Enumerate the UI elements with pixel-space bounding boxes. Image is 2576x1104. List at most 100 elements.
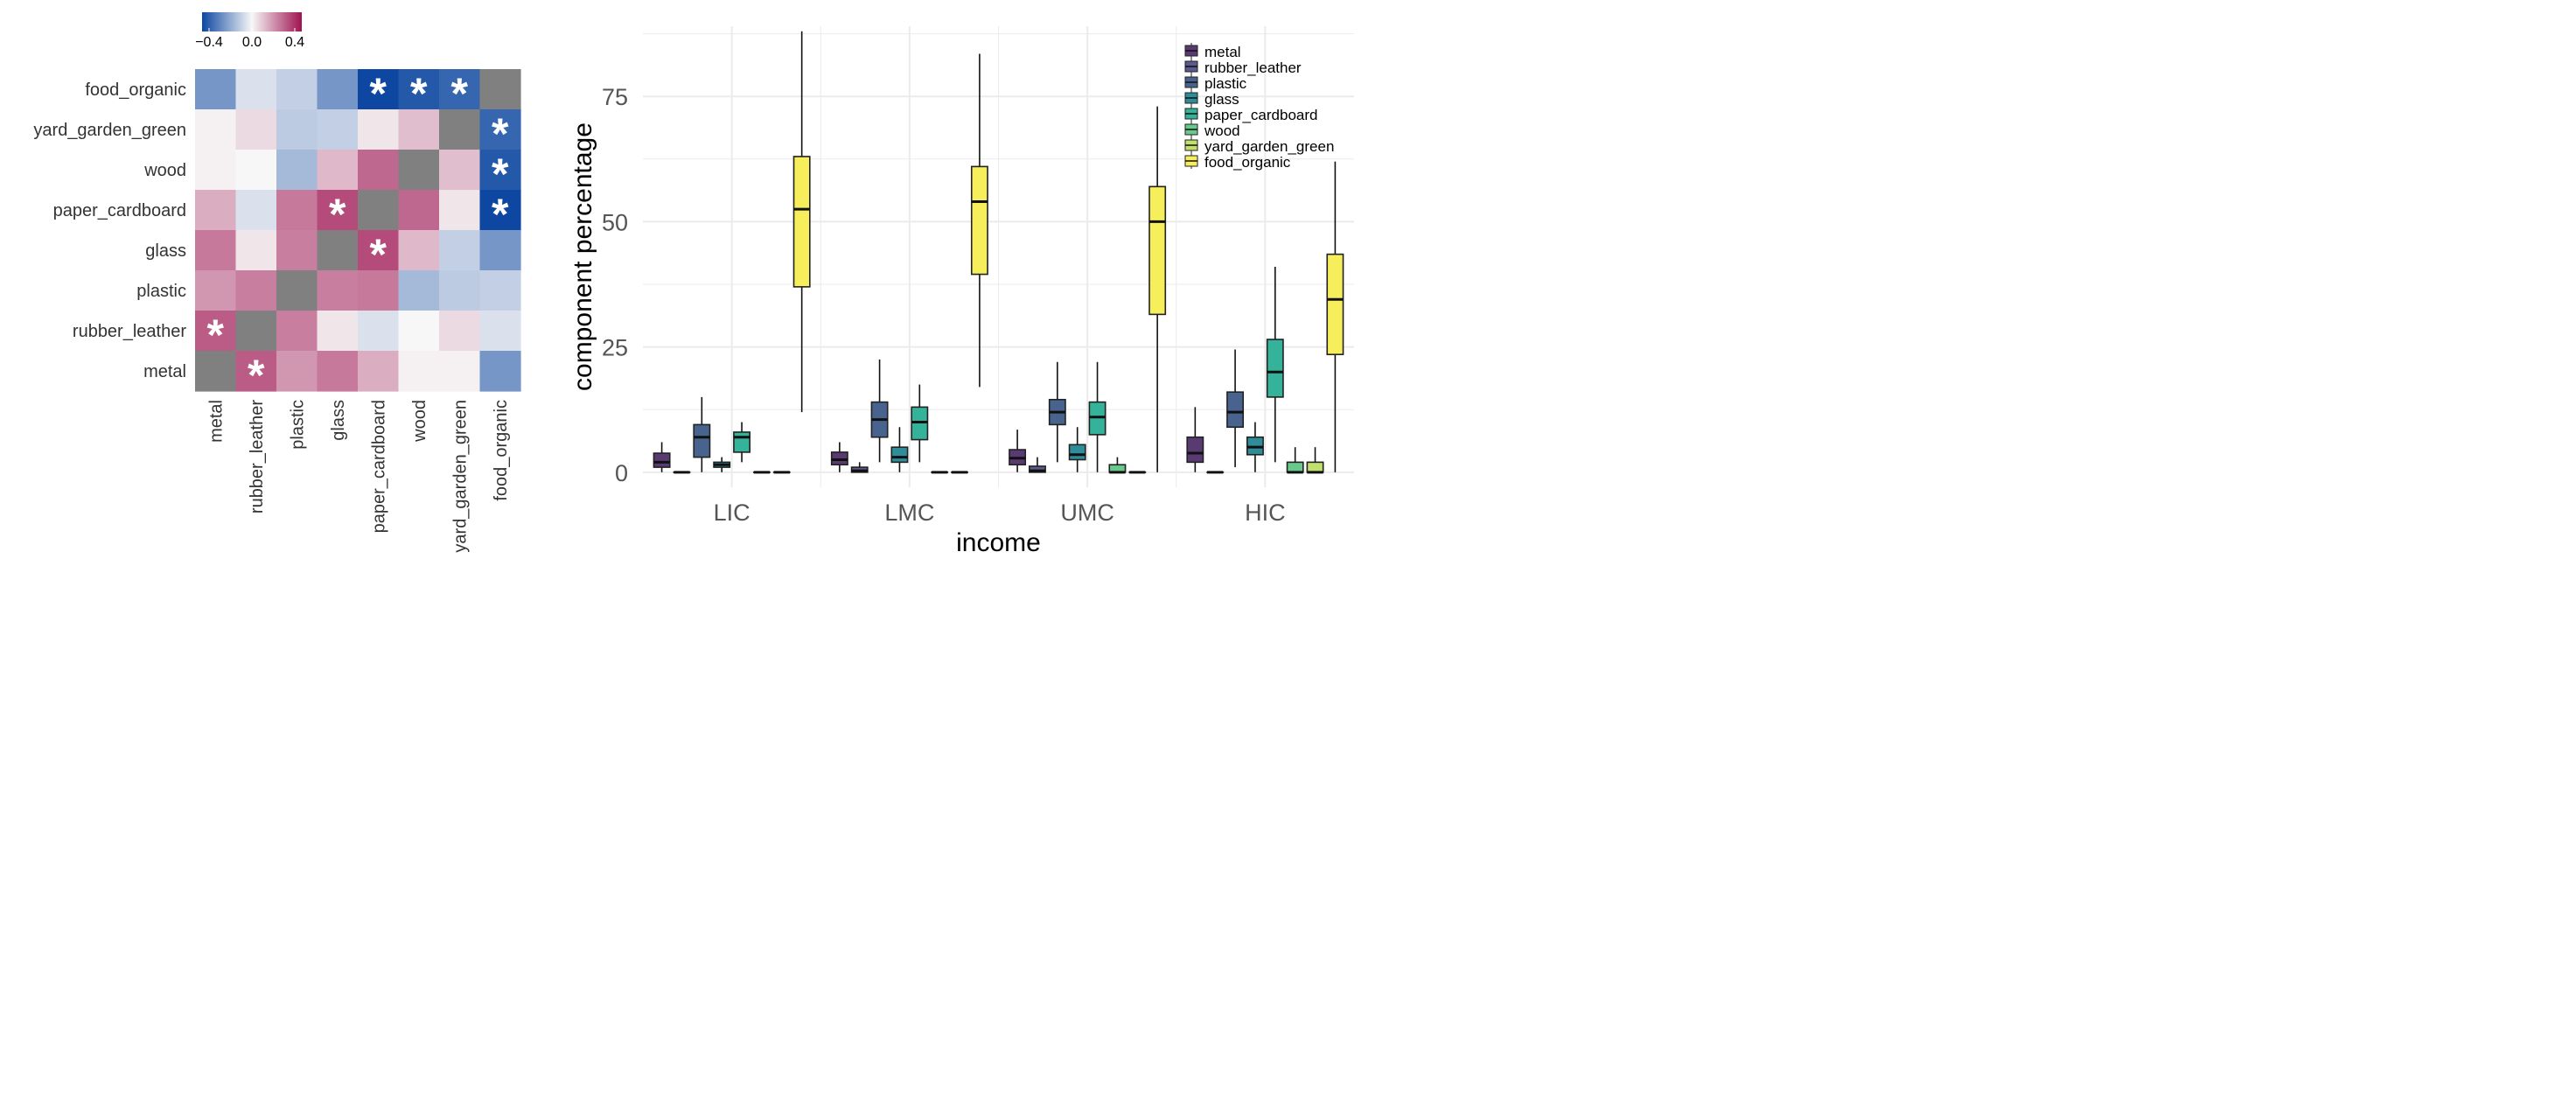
box-food_organic [792,31,811,413]
box-body [1226,391,1245,429]
y-tick-label: 0 [615,460,628,486]
heatmap-column-label: food_organic [492,400,511,501]
heatmap-cell [358,69,400,110]
legend-item: metal [1184,43,1241,60]
heatmap-cell [235,230,277,271]
legend-item: food_organic [1184,153,1291,171]
box-plastic [1048,361,1066,463]
heatmap-cell [479,270,521,311]
heatmap-cell [235,69,277,110]
box-body [1148,185,1167,316]
heatmap-row-label: rubber_leather [73,322,186,341]
significance-star: * [492,150,509,199]
heatmap-cell [479,351,521,392]
heatmap-cell [276,109,318,150]
legend-label: glass [1204,91,1239,108]
heatmap-cell [195,109,237,150]
heatmap-cell [317,311,359,352]
heatmap-cell [398,311,440,352]
heatmap-cell [439,311,481,352]
box-body [1306,461,1324,473]
heatmap-cell [398,230,440,271]
heatmap-column-label: rubber_leather [248,400,267,514]
heatmap-row-label: paper_cardboard [53,201,186,220]
significance-star: * [410,69,428,118]
heatmap-column-label: metal [206,400,226,443]
heatmap-cell [317,230,359,271]
colorbar-tick-label: 0.0 [242,35,262,50]
heatmap-column-labels: metal rubber_leather plastic glass paper_car… [206,400,511,553]
heatmap-cell [398,190,440,231]
heatmap-cell [439,190,481,231]
legend-label: food_organic [1204,154,1291,171]
heatmap-row-label: food_organic [85,80,186,100]
boxplot-panel: 0 25 50 75 LIC LMC UMC HIC income component perce… [569,26,1354,557]
significance-star: * [492,190,509,239]
heatmap-cell [276,190,318,231]
colorbar-tick-label: −0.4 [195,35,223,50]
heatmap-cell [439,69,481,110]
colorbar-bar [202,12,302,31]
x-tick-label: UMC [1060,500,1114,526]
legend-label: rubber_leather [1204,59,1302,76]
box-body [1286,461,1304,473]
box-glass [1068,427,1086,472]
heatmap-cell [317,109,359,150]
significance-star: * [329,190,346,239]
legend-label: metal [1204,44,1241,60]
heatmap-cell [479,230,521,271]
heatmap-cell [195,230,237,271]
heatmap-cell [276,270,318,311]
heatmap-cell [195,351,237,392]
box-body [733,431,751,453]
heatmap-cell [479,150,521,191]
heatmap-cell [439,109,481,150]
y-tick-label: 75 [602,84,628,110]
box-plastic [693,396,711,472]
heatmap-cell [195,270,237,311]
heatmap-cell [358,230,400,271]
y-axis-title: component percentage [569,122,597,391]
heatmap-cell [358,109,400,150]
heatmap-cell [398,109,440,150]
box-rubber_leather [850,462,869,473]
heatmap-cell [358,351,400,392]
heatmap-cell [317,270,359,311]
significance-star: * [451,69,469,118]
heatmap-cell [235,351,277,392]
x-tick-label: LMC [884,500,934,526]
heatmap-row-label: plastic [136,282,186,301]
legend-label: plastic [1204,75,1247,92]
heatmap-row-label: wood [143,161,186,180]
heatmap-cell [195,311,237,352]
box-metal [653,442,671,472]
box-yard_garden_green [1306,447,1324,474]
box-paper_cardboard [911,384,929,463]
heatmap-cell [195,69,237,110]
box-metal [830,442,848,472]
box-glass [890,427,909,472]
box-wood [1286,447,1304,474]
box-body [792,156,811,288]
heatmap-cell [276,351,318,392]
box-metal [1009,430,1027,472]
heatmap-cell [439,230,481,271]
heatmap-cell [358,311,400,352]
heatmap-cell [358,150,400,191]
y-tick-label: 50 [602,209,628,235]
legend-label: paper_cardboard [1204,107,1317,123]
heatmap-cell [358,270,400,311]
heatmap-row-label: yard_garden_green [33,121,186,140]
box-food_organic [1326,161,1344,472]
heatmap-cell [276,150,318,191]
heatmap-cell [195,150,237,191]
heatmap-cell [317,351,359,392]
box-body [1029,465,1046,473]
heatmap-cell [317,69,359,110]
heatmap-row-label: glass [145,241,186,261]
box-glass [1246,422,1264,472]
heatmap-colorbar: −0.4 0.0 0.4 [195,12,304,50]
significance-star: * [248,351,265,400]
